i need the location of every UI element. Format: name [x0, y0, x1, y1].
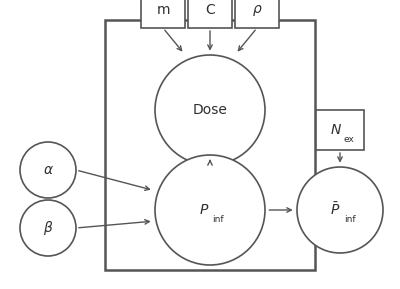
Text: $N$: $N$: [330, 123, 342, 137]
Circle shape: [20, 142, 76, 198]
Bar: [141, 0, 185, 28]
Circle shape: [155, 55, 265, 165]
Text: inf: inf: [212, 216, 224, 225]
Text: $\bar{P}$: $\bar{P}$: [330, 202, 340, 218]
Bar: [316, 110, 364, 150]
Bar: [105, 20, 315, 270]
Circle shape: [20, 200, 76, 256]
Text: $\alpha$: $\alpha$: [42, 163, 54, 177]
Text: C: C: [205, 3, 215, 17]
Text: ex: ex: [344, 134, 354, 144]
Text: $\rho$: $\rho$: [252, 3, 262, 18]
Bar: [188, 0, 232, 28]
Circle shape: [297, 167, 383, 253]
Bar: [235, 0, 279, 28]
Text: $\beta$: $\beta$: [43, 219, 53, 237]
Text: Dose: Dose: [192, 103, 228, 117]
Text: $P$: $P$: [199, 203, 209, 217]
Circle shape: [155, 155, 265, 265]
Text: m: m: [156, 3, 170, 17]
Text: inf: inf: [344, 216, 356, 225]
